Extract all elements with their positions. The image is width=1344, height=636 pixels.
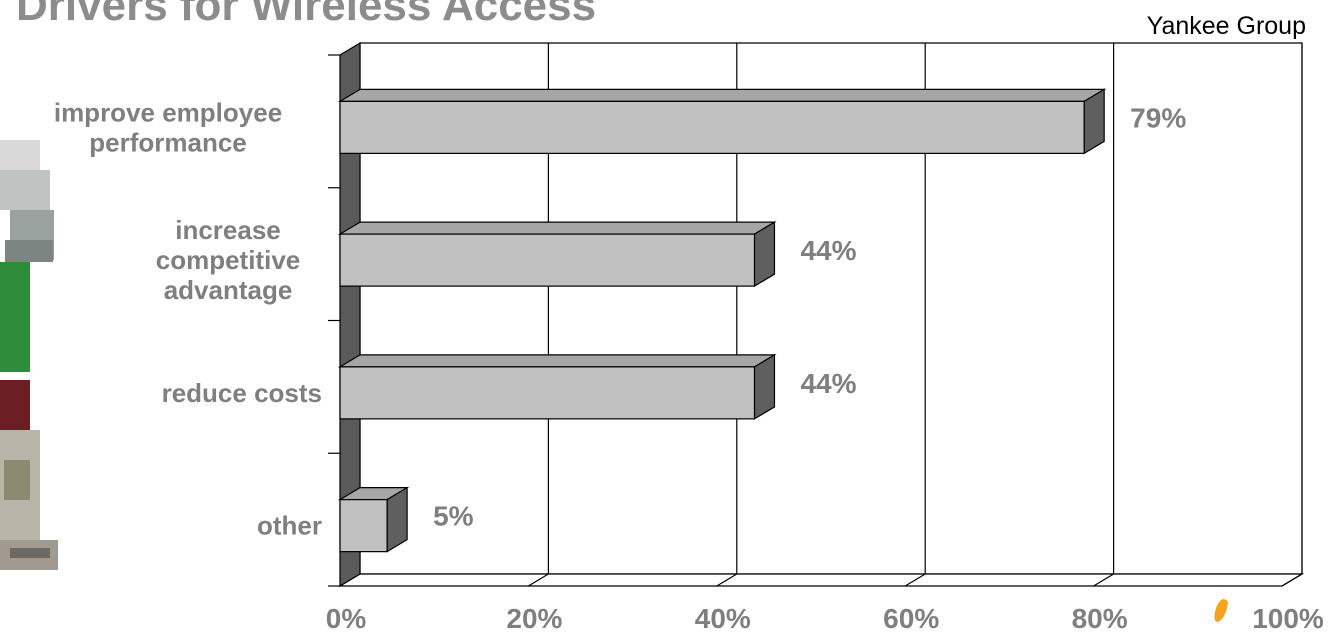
bar [339,100,1085,154]
category-label: reduce costs [162,378,322,408]
floor [337,573,1305,587]
x-tick-label: 80% [1072,603,1128,634]
category-label: improve employee [54,97,282,127]
bar-top [337,221,777,235]
bar [339,366,756,420]
bar [339,233,756,287]
floor-gridline [716,573,738,587]
floor-gridline [1093,573,1114,587]
x-tick-label: 0% [326,603,367,634]
category-label: increase [175,215,281,245]
category-label: advantage [164,275,293,305]
bar-top [337,354,777,368]
bar-value-label: 79% [1130,102,1186,133]
x-tick-label: 20% [506,603,562,634]
bar-value-label: 5% [433,501,474,532]
bar-value-label: 44% [800,368,856,399]
floor-gridline [1281,573,1303,587]
bar-side [386,486,408,553]
bar-top [337,88,1107,102]
x-tick-label: 40% [695,603,751,634]
floor-gridline [904,573,926,587]
bar-side [1083,88,1105,155]
x-tick-label: 100% [1252,603,1324,634]
bar-side [753,353,776,420]
bar [339,499,388,553]
bar-side [753,221,776,288]
category-label: performance [89,127,247,157]
chart-title: Drivers for Wireless Access [16,0,597,30]
x-tick-label: 60% [883,603,939,634]
source-label: Yankee Group [1146,12,1306,40]
category-label: other [257,511,322,541]
floor-gridline [528,573,549,587]
category-label: competitive [156,245,301,275]
office-equipment-photo [0,140,58,570]
bar-value-label: 44% [800,235,856,266]
orange-mark-icon [1214,599,1228,622]
